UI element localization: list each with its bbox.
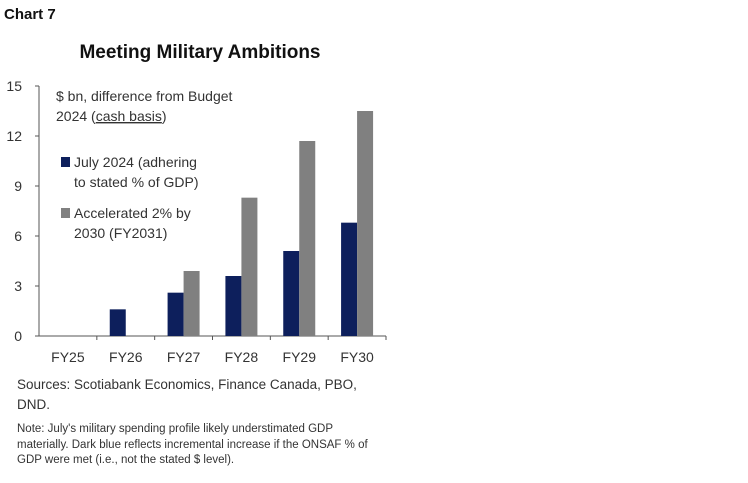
y-tick-label: 6 bbox=[14, 228, 22, 244]
bar-fy28-series-2 bbox=[241, 197, 258, 336]
chart-label: Chart 7 bbox=[4, 6, 56, 23]
x-tick-label: FY26 bbox=[109, 349, 143, 365]
legend-label-2: 2030 (FY2031) bbox=[74, 225, 167, 241]
y-tick-label: 15 bbox=[6, 78, 22, 94]
bar-fy29-series-2 bbox=[299, 141, 316, 336]
bar-fy26-series-1 bbox=[109, 309, 126, 336]
sources-text: Sources: Scotiabank Economics, Finance C… bbox=[17, 377, 357, 412]
unit-note-line1: $ bn, difference from Budget bbox=[56, 88, 233, 104]
x-tick-label: FY29 bbox=[283, 349, 317, 365]
legend-label-1: July 2024 (adhering bbox=[74, 154, 197, 170]
legend-swatch-1 bbox=[61, 157, 70, 167]
chart-title: Meeting Military Ambitions bbox=[79, 42, 321, 63]
y-tick-label: 12 bbox=[6, 128, 22, 144]
legend-swatch-2 bbox=[61, 208, 70, 218]
y-tick-label: 0 bbox=[14, 328, 22, 344]
unit-note-line2: 2024 (cash basis) bbox=[56, 108, 167, 124]
bar-fy27-series-1 bbox=[167, 292, 184, 336]
x-tick-label: FY30 bbox=[340, 349, 374, 365]
legend-label-1: to stated % of GDP) bbox=[74, 174, 199, 190]
bar-fy27-series-2 bbox=[183, 271, 200, 336]
x-tick-label: FY25 bbox=[51, 349, 85, 365]
bar-fy30-series-2 bbox=[357, 111, 374, 336]
y-tick-label: 3 bbox=[14, 278, 22, 294]
bar-fy28-series-1 bbox=[225, 276, 242, 336]
bar-fy30-series-1 bbox=[341, 222, 358, 336]
y-tick-label: 9 bbox=[14, 178, 22, 194]
x-tick-label: FY28 bbox=[225, 349, 259, 365]
note-text: Note: July's military spending profile l… bbox=[17, 423, 368, 466]
x-tick-label: FY27 bbox=[167, 349, 201, 365]
bar-fy29-series-1 bbox=[283, 251, 300, 336]
legend-label-2: Accelerated 2% by bbox=[74, 205, 191, 221]
